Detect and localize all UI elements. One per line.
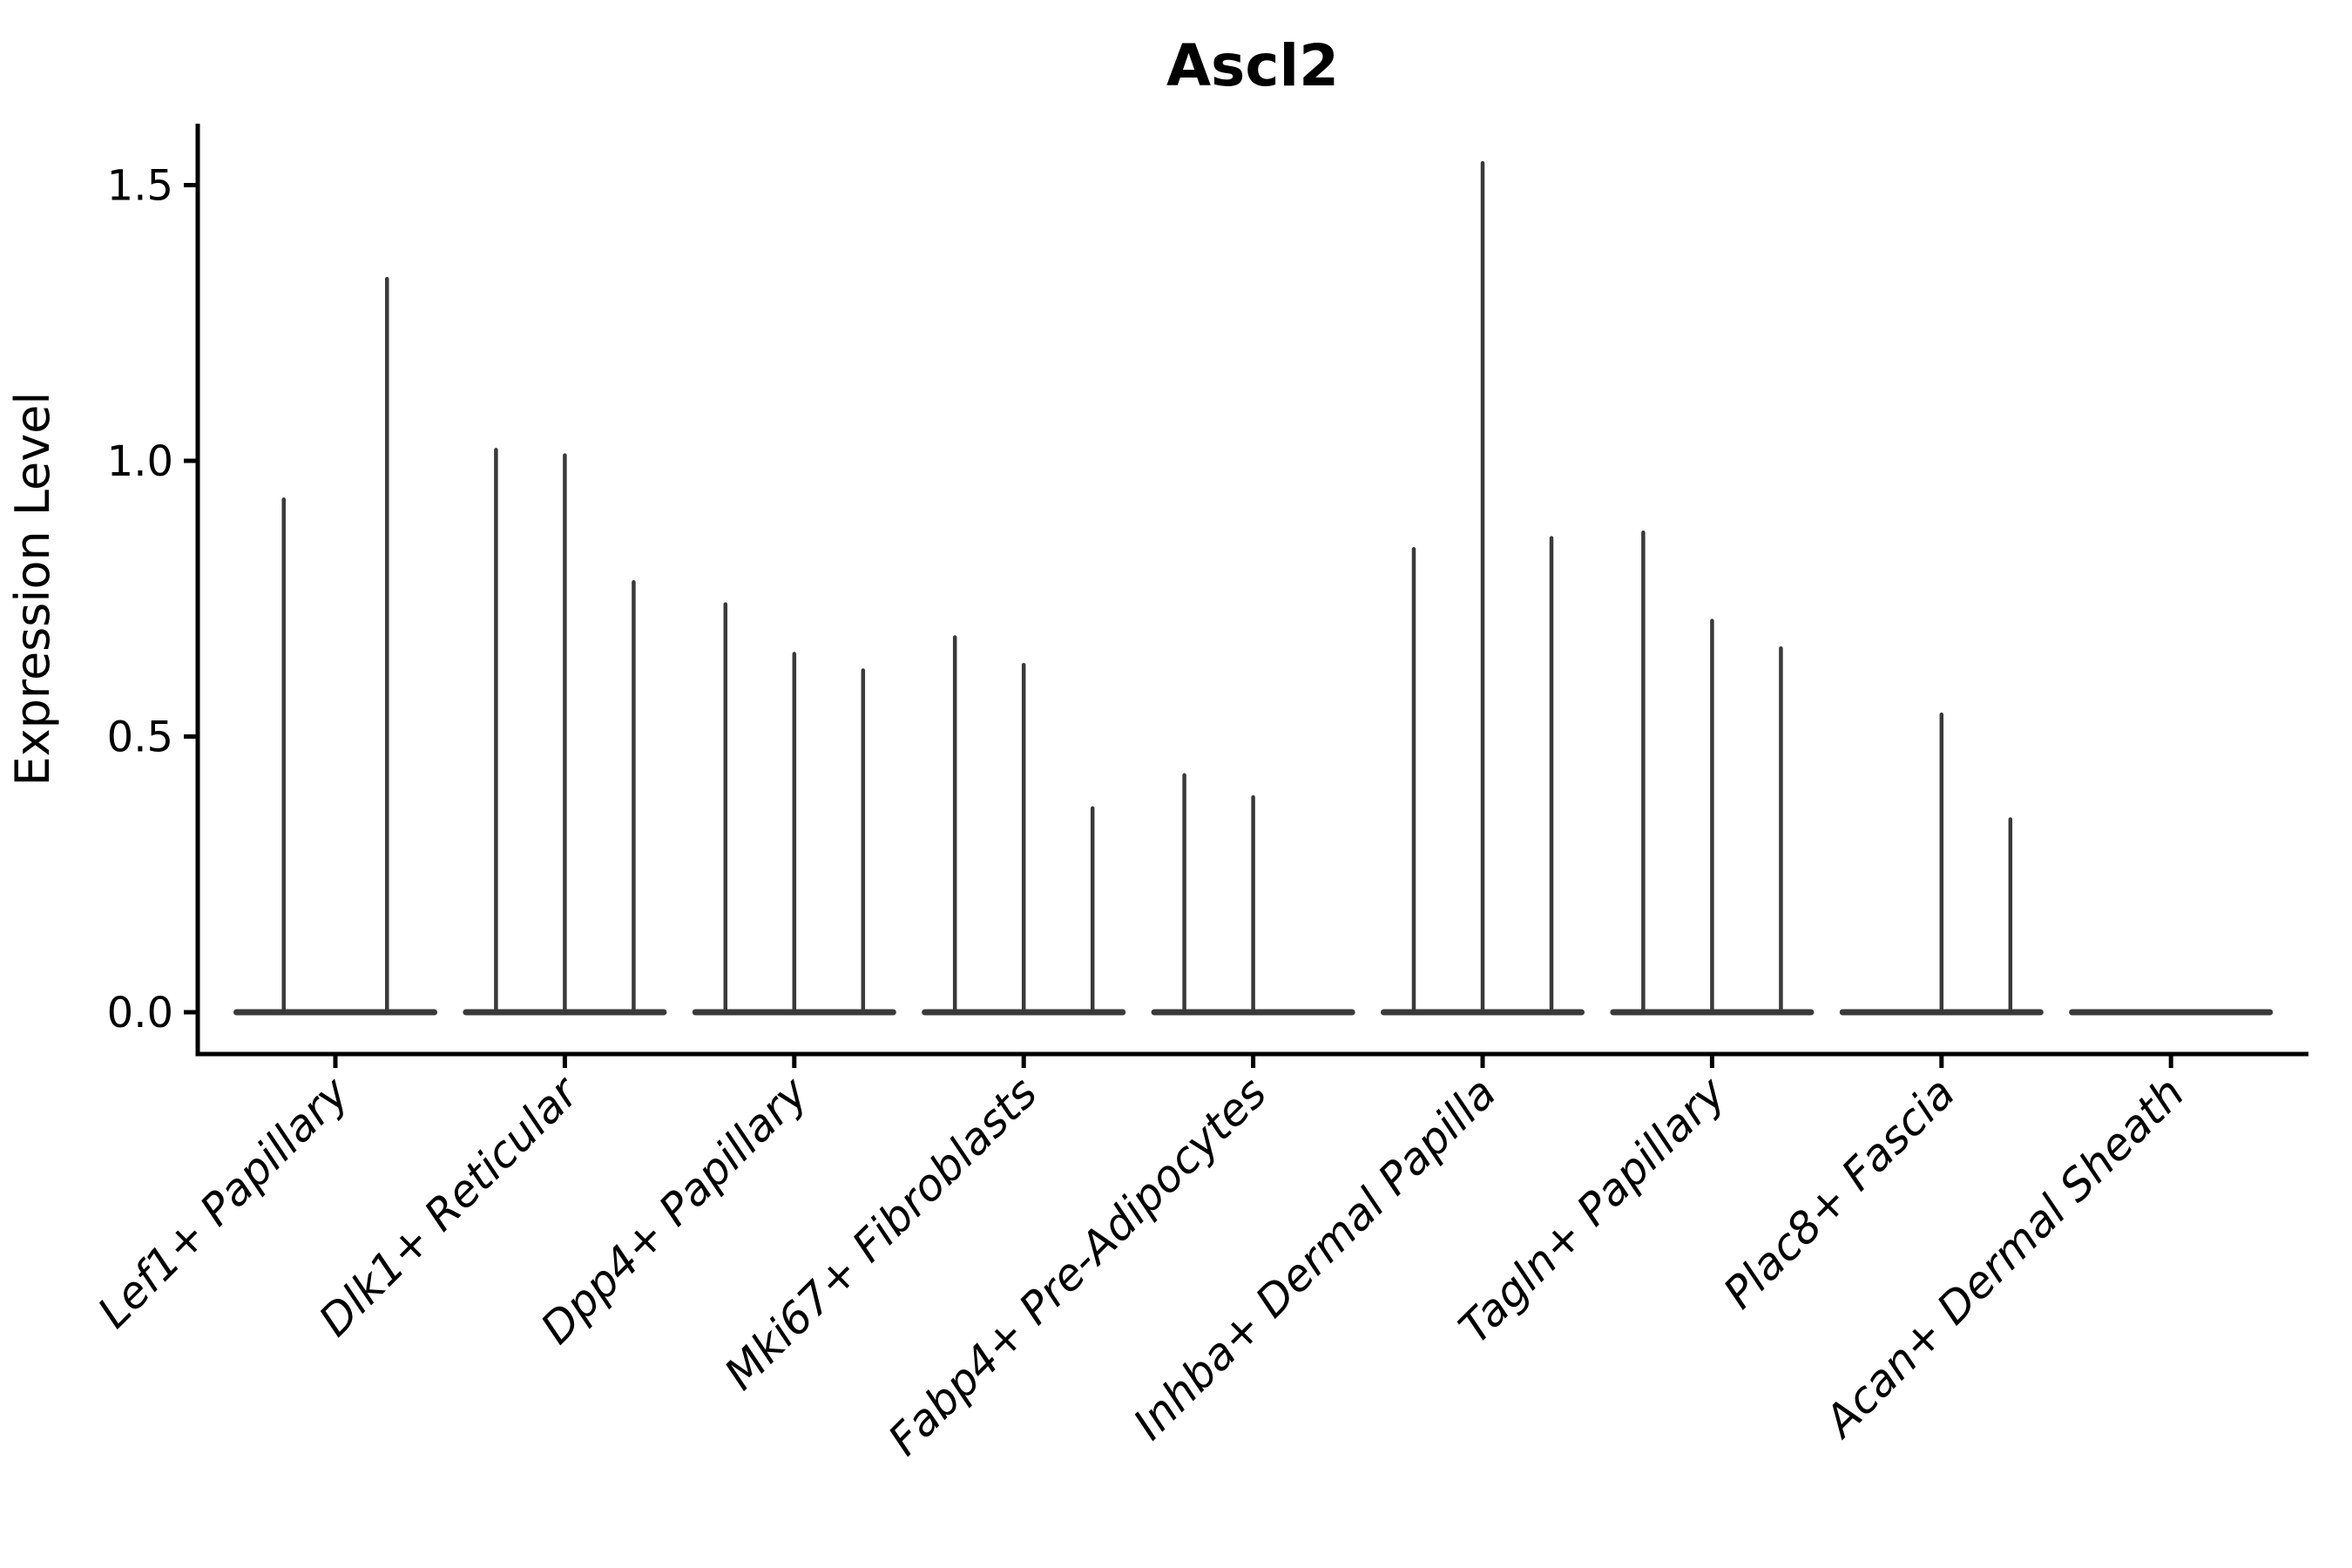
violin-group: [463, 448, 667, 1016]
x-tick-label: Inhba+ Dermal Papilla: [1124, 1067, 1505, 1449]
y-tick-label: 1.5: [107, 162, 173, 211]
violin-group: [692, 602, 896, 1016]
violins-layer: [233, 160, 2274, 1016]
violin-group: [1839, 712, 2044, 1016]
x-tick-label: Acan+ Dermal Sheath: [1814, 1067, 2194, 1448]
violin-group: [233, 276, 438, 1016]
y-axis: 0.0 0.5 1.0 1.5: [107, 124, 200, 1057]
violin-group: [1380, 160, 1585, 1016]
violin-group: [1151, 773, 1355, 1016]
x-tick-label: Fabp4+ Pre-Adipocytes: [879, 1067, 1277, 1465]
y-tick-label: 0.0: [107, 989, 173, 1037]
violin-group: [1610, 531, 1815, 1016]
x-tick-label: Plac8+ Fascia: [1713, 1067, 1964, 1318]
y-tick-label: 0.5: [107, 713, 173, 762]
x-tick-label: Lef1+ Papillary: [88, 1066, 359, 1337]
plot-title: Ascl2: [1166, 32, 1339, 99]
y-tick-label: 1.0: [107, 437, 173, 486]
y-axis-label: Expression Level: [5, 392, 60, 787]
violin-group: [922, 635, 1126, 1016]
